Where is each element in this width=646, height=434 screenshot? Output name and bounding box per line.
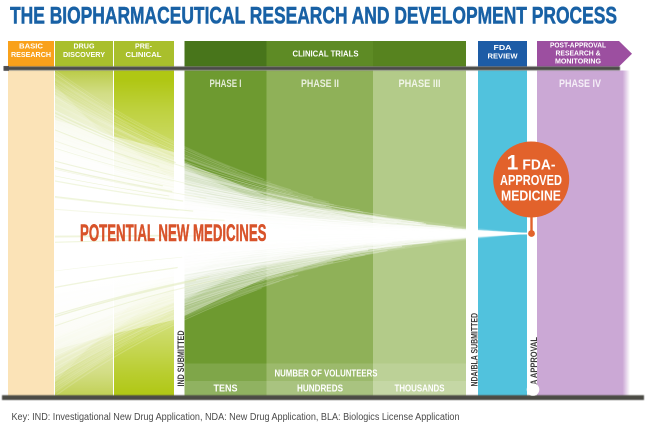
- svg-text:MONITORING: MONITORING: [555, 59, 602, 66]
- svg-text:IND SUBMITTED: IND SUBMITTED: [176, 330, 187, 386]
- svg-text:PHASE I: PHASE I: [210, 78, 242, 90]
- svg-text:NDA/BLA SUBMITTED: NDA/BLA SUBMITTED: [469, 313, 480, 387]
- svg-text:HUNDREDS: HUNDREDS: [297, 383, 343, 395]
- svg-text:PHASE II: PHASE II: [301, 78, 339, 90]
- svg-text:FDA: FDA: [494, 45, 512, 52]
- svg-text:POTENTIAL NEW MEDICINES: POTENTIAL NEW MEDICINES: [80, 220, 267, 247]
- svg-text:APPROVED: APPROVED: [500, 172, 562, 189]
- svg-text:BASIC: BASIC: [19, 44, 43, 51]
- svg-text:RESEARCH &: RESEARCH &: [556, 51, 601, 58]
- svg-text:PRE-: PRE-: [135, 44, 153, 51]
- svg-text:THOUSANDS: THOUSANDS: [395, 383, 445, 395]
- svg-text:CLINICAL: CLINICAL: [126, 52, 163, 59]
- svg-text:REVIEW: REVIEW: [488, 54, 518, 61]
- svg-text:RESEARCH: RESEARCH: [11, 52, 51, 59]
- svg-text:THE BIOPHARMACEUTICAL RESEARCH: THE BIOPHARMACEUTICAL RESEARCH AND DEVEL…: [10, 3, 617, 30]
- svg-text:NUMBER OF VOLUNTEERS: NUMBER OF VOLUNTEERS: [275, 367, 378, 379]
- svg-text:FDA APPROVAL: FDA APPROVAL: [529, 337, 540, 395]
- svg-text:MEDICINE: MEDICINE: [501, 188, 561, 205]
- svg-text:POST-APPROVAL: POST-APPROVAL: [550, 43, 607, 50]
- svg-text:PHASE IV: PHASE IV: [559, 78, 602, 90]
- svg-text:PHASE III: PHASE III: [399, 78, 441, 90]
- svg-text:DISCOVERY: DISCOVERY: [63, 52, 105, 59]
- svg-text:CLINICAL TRIALS: CLINICAL TRIALS: [293, 49, 359, 59]
- svg-text:1 FDA-: 1 FDA-: [507, 152, 556, 175]
- svg-text:DRUG: DRUG: [74, 44, 96, 51]
- svg-text:TENS: TENS: [214, 383, 238, 395]
- svg-text:Key: IND: Investigational New: Key: IND: Investigational New Drug Appli…: [12, 412, 460, 423]
